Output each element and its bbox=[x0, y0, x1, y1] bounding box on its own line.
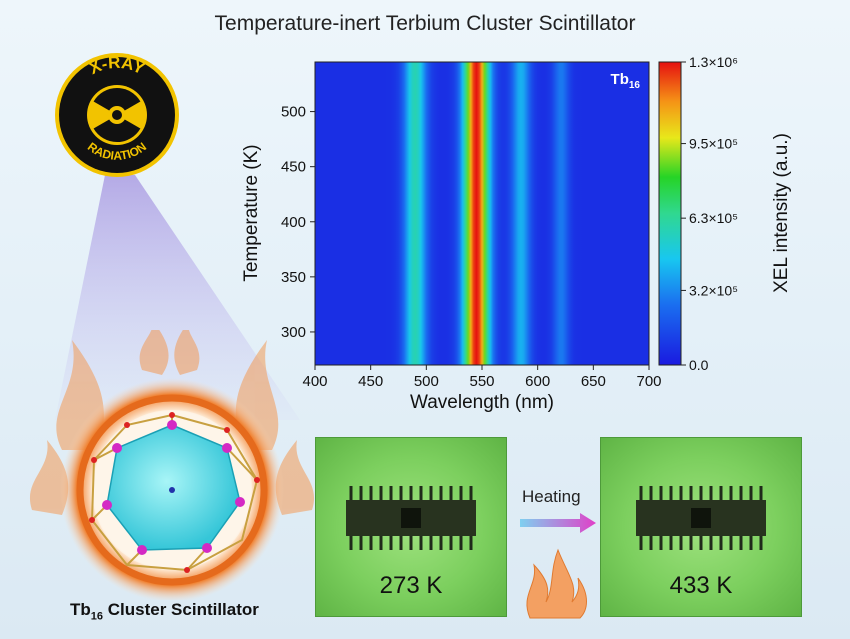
colorbar-tick-label: 3.2×10⁵ bbox=[689, 282, 738, 298]
colorbar-tick-label: 9.5×10⁵ bbox=[689, 136, 738, 152]
tb16-cluster-illustration bbox=[29, 330, 315, 600]
x-tick-label: 600 bbox=[525, 373, 550, 390]
y-tick-label: 400 bbox=[281, 214, 306, 231]
y-axis-label: Temperature (K) bbox=[241, 144, 262, 281]
x-tick-label: 450 bbox=[358, 373, 383, 390]
flame-icon bbox=[526, 548, 587, 619]
heating-label: Heating bbox=[522, 487, 581, 506]
colorbar-tick-label: 6.3×10⁵ bbox=[689, 210, 738, 226]
chip-icon bbox=[346, 486, 476, 550]
x-tick-label: 650 bbox=[581, 373, 606, 390]
inset-label: Tb16 bbox=[611, 71, 641, 91]
photo-273k: 273 K bbox=[315, 437, 507, 617]
colorbar-label: XEL intensity (a.u.) bbox=[771, 133, 792, 293]
x-tick-label: 500 bbox=[414, 373, 439, 390]
colorbar-ticks: 0.0 3.2×10⁵ 6.3×10⁵ 9.5×10⁵ 1.3×10⁶ bbox=[681, 54, 738, 373]
colorbar-tick-label: 1.3×10⁶ bbox=[689, 54, 738, 70]
xel-heatmap-chart: 400 450 500 550 600 650 700 300 350 400 450 500 Wa… bbox=[241, 54, 792, 413]
x-axis-label: Wavelength (nm) bbox=[410, 392, 554, 413]
colorbar bbox=[658, 61, 682, 366]
x-tick-label: 400 bbox=[302, 373, 327, 390]
photo-left-label: 273 K bbox=[379, 572, 443, 599]
badge-bottom-text: RADIATION bbox=[85, 140, 149, 163]
y-tick-label: 500 bbox=[281, 104, 306, 121]
y-tick-label: 450 bbox=[281, 159, 306, 176]
x-axis-ticks: 400 450 500 550 600 650 700 bbox=[302, 365, 662, 390]
chip-icon bbox=[636, 486, 766, 550]
xray-radiation-badge: X-RAY RADIATION bbox=[55, 53, 179, 177]
x-tick-label: 700 bbox=[636, 373, 661, 390]
heating-arrow-icon bbox=[520, 513, 596, 533]
photo-right-label: 433 K bbox=[669, 572, 733, 599]
y-tick-label: 300 bbox=[281, 324, 306, 341]
y-tick-label: 350 bbox=[281, 269, 306, 286]
page-title: Temperature-inert Terbium Cluster Scinti… bbox=[214, 12, 636, 35]
x-tick-label: 550 bbox=[469, 373, 494, 390]
cluster-caption: Tb16 Cluster Scintillator bbox=[70, 600, 259, 623]
colorbar-tick-label: 0.0 bbox=[689, 357, 709, 373]
svg-text:RADIATION: RADIATION bbox=[85, 140, 149, 163]
heatmap-plot-area bbox=[314, 61, 650, 366]
y-axis-ticks: 300 350 400 450 500 bbox=[281, 104, 315, 341]
photo-433k: 433 K bbox=[600, 437, 802, 617]
